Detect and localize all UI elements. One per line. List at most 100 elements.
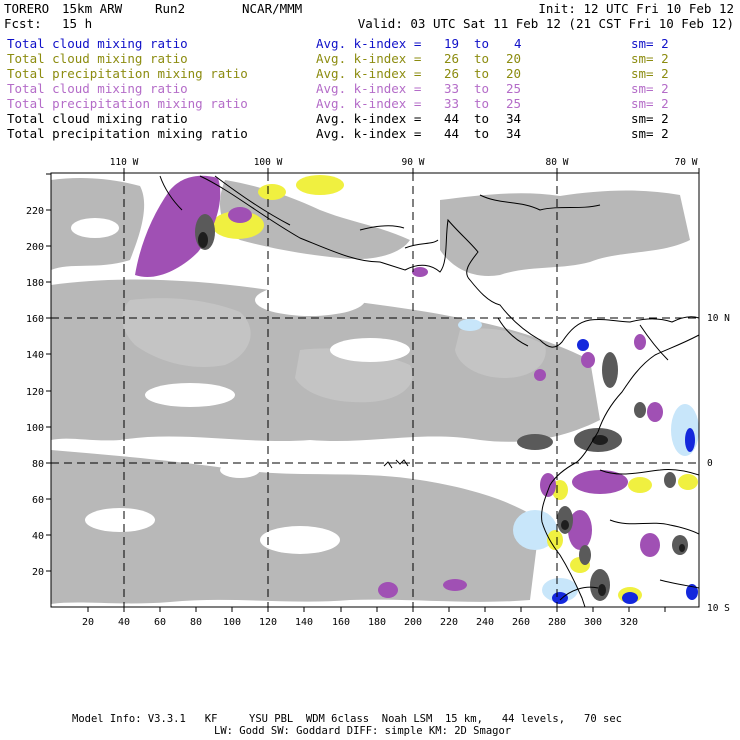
legend-field: Total cloud mixing ratio (7, 81, 188, 96)
lat-label: 10 N (707, 313, 730, 324)
legend-field: Total precipitation mixing ratio (7, 66, 248, 81)
y-tick-label: 80 (32, 459, 44, 470)
y-tick-label: 160 (26, 314, 44, 325)
lat-label: 0 (707, 458, 713, 469)
legend-sm: sm= 2 (631, 126, 669, 141)
legend-to: to (474, 66, 490, 81)
legend-k-label: Avg. k-index = (316, 111, 422, 126)
lon-ticks (123, 168, 700, 173)
y-axis-ticks (46, 173, 51, 572)
legend-k-label: Avg. k-index = (316, 36, 422, 51)
header-fcst-value: 15 h (62, 16, 93, 31)
legend-sm: sm= 2 (631, 66, 669, 81)
legend-k-label: Avg. k-index = (316, 81, 422, 96)
legend-row: Total cloud mixing ratio Avg. k-index = … (0, 36, 740, 51)
legend-row: Total cloud mixing ratio Avg. k-index = … (0, 81, 740, 96)
latlon-grid (51, 173, 699, 607)
legend-k-label: Avg. k-index = (316, 66, 422, 81)
legend-row: Total cloud mixing ratio Avg. k-index = … (0, 111, 740, 126)
y-tick-label: 200 (26, 242, 44, 253)
legend-k-from: 26 (444, 66, 460, 81)
header-model: TORERO (4, 1, 50, 16)
legend-k-from: 26 (444, 51, 460, 66)
legend-field: Total cloud mixing ratio (7, 36, 188, 51)
y-tick-label: 100 (26, 423, 44, 434)
x-tick-label: 100 (223, 617, 241, 628)
legend-k-label: Avg. k-index = (316, 51, 422, 66)
legend-k-to: 20 (506, 51, 522, 66)
legend-to: to (474, 111, 490, 126)
legend-field: Total precipitation mixing ratio (7, 96, 248, 111)
legend-to: to (474, 96, 490, 111)
x-tick-label: 240 (476, 617, 494, 628)
x-tick-label: 320 (620, 617, 638, 628)
legend-k-from: 44 (444, 126, 460, 141)
purple-field (135, 175, 663, 598)
convective-core-centers (198, 232, 685, 596)
y-tick-label: 20 (32, 567, 44, 578)
x-axis-ticks (87, 607, 666, 612)
legend-k-from: 44 (444, 111, 460, 126)
legend-k-from: 19 (444, 36, 460, 51)
header-valid: Valid: 03 UTC Sat 11 Feb 12 (21 CST Fri … (357, 16, 734, 31)
x-tick-label: 300 (584, 617, 602, 628)
y-tick-label: 140 (26, 350, 44, 361)
x-tick-label: 160 (332, 617, 350, 628)
legend-k-to: 25 (506, 81, 522, 96)
legend-sm: sm= 2 (631, 111, 669, 126)
y-tick-label: 120 (26, 387, 44, 398)
legend-k-to: 20 (506, 66, 522, 81)
footer-physics: LW: Godd SW: Goddard DIFF: simple KM: 2D… (214, 725, 512, 737)
legend-k-label: Avg. k-index = (316, 96, 422, 111)
lon-label: 80 W (546, 157, 569, 168)
x-tick-label: 80 (190, 617, 202, 628)
header-org: NCAR/MMM (242, 1, 303, 16)
legend-k-to: 34 (506, 126, 522, 141)
lon-label: 90 W (402, 157, 425, 168)
header-init: Init: 12 UTC Fri 10 Feb 12 (538, 1, 734, 16)
header-resolution: 15km ARW (62, 1, 123, 16)
x-tick-label: 180 (368, 617, 386, 628)
legend-k-to: 34 (506, 111, 522, 126)
plot-frame (50, 172, 700, 608)
x-tick-label: 40 (118, 617, 130, 628)
x-tick-label: 280 (548, 617, 566, 628)
map-plot-area (51, 173, 699, 607)
legend-row: Total precipitation mixing ratio Avg. k-… (0, 96, 740, 111)
y-tick-label: 180 (26, 278, 44, 289)
legend-field: Total cloud mixing ratio (7, 51, 188, 66)
legend-sm: sm= 2 (631, 51, 669, 66)
y-tick-label: 60 (32, 495, 44, 506)
cloud-gaps (71, 218, 650, 554)
legend-k-to: 25 (506, 96, 522, 111)
x-tick-label: 200 (404, 617, 422, 628)
lon-label: 110 W (110, 157, 139, 168)
legend-row: Total cloud mixing ratio Avg. k-index = … (0, 51, 740, 66)
footer-model-info: Model Info: V3.3.1 KF YSU PBL WDM 6class… (72, 713, 622, 725)
x-tick-label: 60 (154, 617, 166, 628)
x-tick-label: 220 (440, 617, 458, 628)
legend-to: to (474, 126, 490, 141)
lon-label: 70 W (675, 157, 698, 168)
header-run: Run2 (155, 1, 186, 16)
legend-to: to (474, 36, 490, 51)
x-tick-label: 120 (259, 617, 277, 628)
lon-label: 100 W (254, 157, 283, 168)
lat-label: 10 S (707, 603, 730, 614)
legend-row: Total precipitation mixing ratio Avg. k-… (0, 126, 740, 141)
legend-row: Total precipitation mixing ratio Avg. k-… (0, 66, 740, 81)
legend-k-to: 4 (514, 36, 522, 51)
y-tick-label: 220 (26, 206, 44, 217)
legend-sm: sm= 2 (631, 36, 669, 51)
y-tick-label: 40 (32, 531, 44, 542)
legend-to: to (474, 81, 490, 96)
legend-k-label: Avg. k-index = (316, 126, 422, 141)
legend-to: to (474, 51, 490, 66)
legend-field: Total cloud mixing ratio (7, 111, 188, 126)
x-tick-label: 20 (82, 617, 94, 628)
legend-k-from: 33 (444, 81, 460, 96)
x-tick-label: 260 (512, 617, 530, 628)
blue-field (552, 339, 698, 604)
header-fcst-label: Fcst: (4, 16, 42, 31)
